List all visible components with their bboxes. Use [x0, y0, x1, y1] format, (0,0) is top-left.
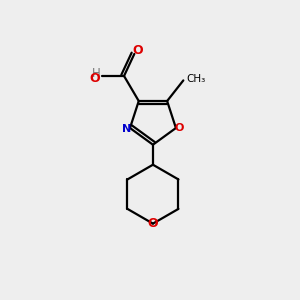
- Text: O: O: [175, 123, 184, 133]
- Text: H: H: [92, 67, 100, 80]
- Text: CH₃: CH₃: [186, 74, 206, 84]
- Text: O: O: [132, 44, 142, 58]
- Text: O: O: [90, 72, 101, 85]
- Text: N: N: [122, 124, 131, 134]
- Text: O: O: [148, 217, 158, 230]
